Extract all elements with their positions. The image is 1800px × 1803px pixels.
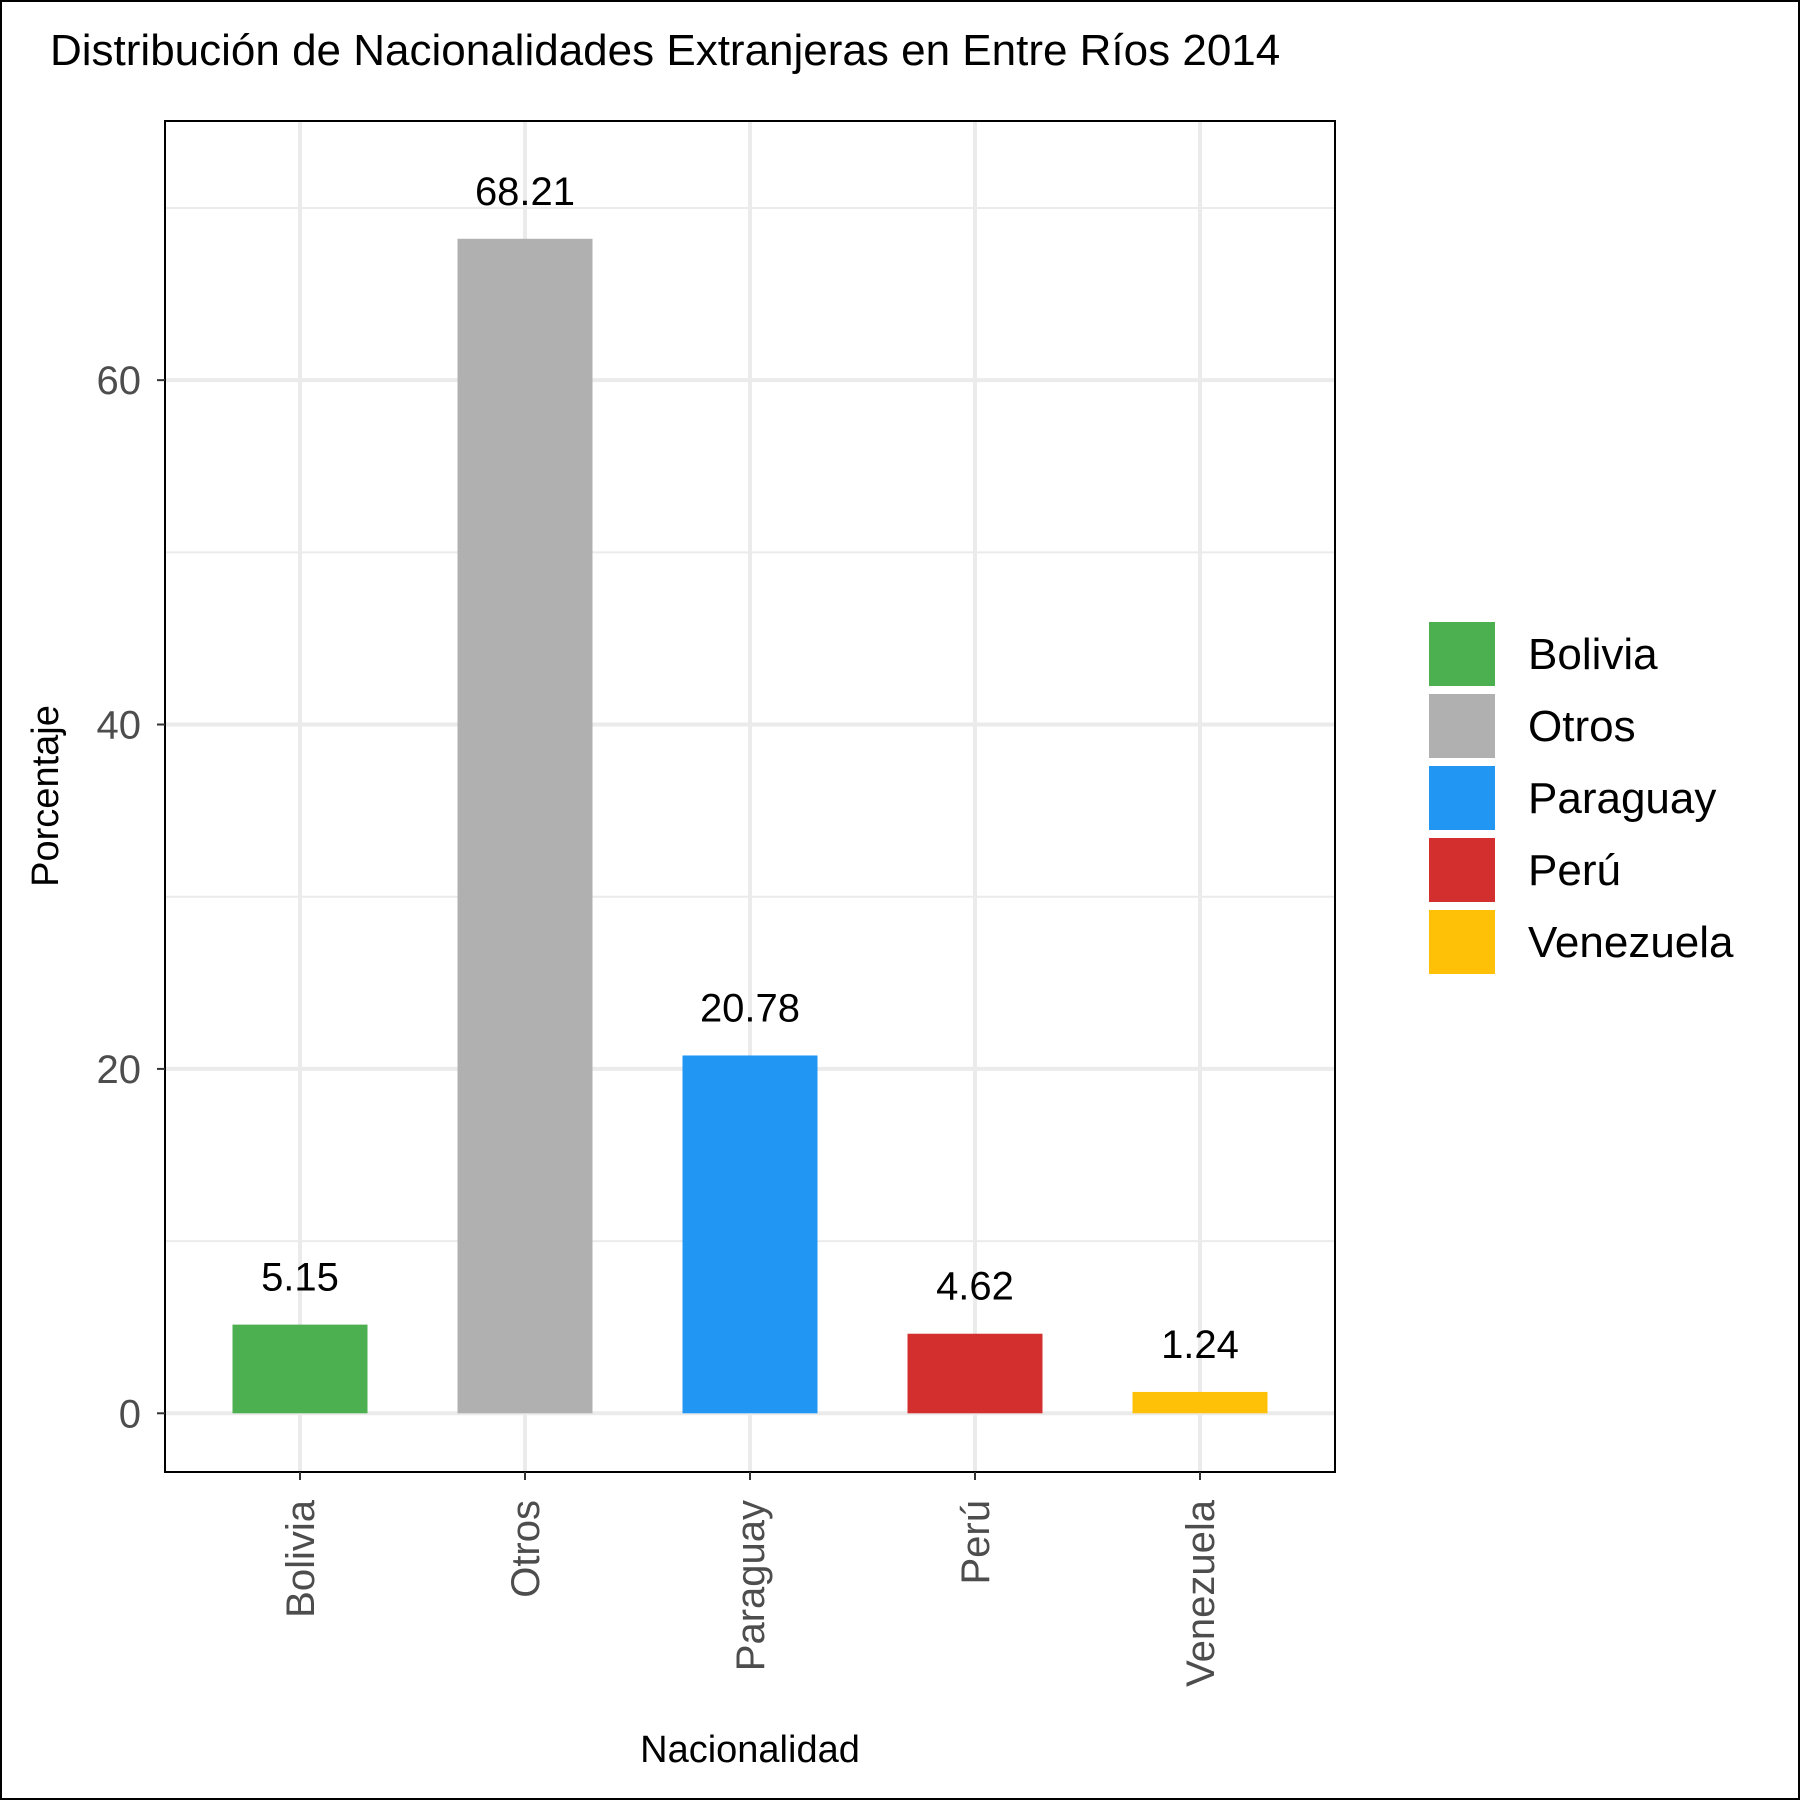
y-tick-label: 60: [97, 359, 142, 403]
y-tick-label: 20: [97, 1048, 142, 1092]
bars: [232, 238, 1268, 1414]
legend-label: Bolivia: [1528, 630, 1658, 679]
data-labels: 5.15 68.21 20.78 4.62 1.24: [261, 170, 1239, 1367]
data-label: 20.78: [700, 986, 800, 1030]
bar: [907, 1333, 1043, 1414]
x-tick-label: Otros: [504, 1500, 548, 1598]
x-axis-title: Nacionalidad: [640, 1729, 860, 1771]
data-label: 4.62: [936, 1265, 1014, 1309]
bar: [1132, 1391, 1268, 1414]
legend-key: [1429, 694, 1495, 758]
x-tick-label: Venezuela: [1179, 1499, 1223, 1687]
data-label: 1.24: [1161, 1323, 1239, 1367]
chart-title: Distribución de Nacionalidades Extranjer…: [50, 26, 1280, 75]
legend-key: [1429, 910, 1495, 974]
y-axis-ticks: 0 20 40 60: [97, 359, 165, 1436]
legend-label: Paraguay: [1528, 774, 1716, 823]
data-label: 68.21: [475, 170, 575, 214]
legend-label: Venezuela: [1528, 918, 1734, 967]
legend-label: Otros: [1528, 702, 1636, 751]
legend-label: Perú: [1528, 846, 1621, 895]
legend: Bolivia Otros Paraguay Perú Venezuela: [1429, 622, 1734, 974]
data-label: 5.15: [261, 1256, 339, 1300]
y-axis-title: Porcentaje: [25, 705, 67, 887]
y-tick-label: 0: [119, 1392, 141, 1436]
legend-key: [1429, 838, 1495, 902]
x-axis-ticks: Bolivia Otros Paraguay Perú Venezuela: [279, 1472, 1223, 1687]
bar: [682, 1055, 818, 1414]
y-tick-label: 40: [97, 704, 142, 748]
bar: [457, 238, 593, 1414]
legend-key: [1429, 766, 1495, 830]
legend-key: [1429, 622, 1495, 686]
x-tick-label: Bolivia: [279, 1499, 323, 1618]
x-tick-label: Perú: [954, 1500, 998, 1585]
x-tick-label: Paraguay: [729, 1500, 773, 1671]
bar: [232, 1324, 368, 1414]
